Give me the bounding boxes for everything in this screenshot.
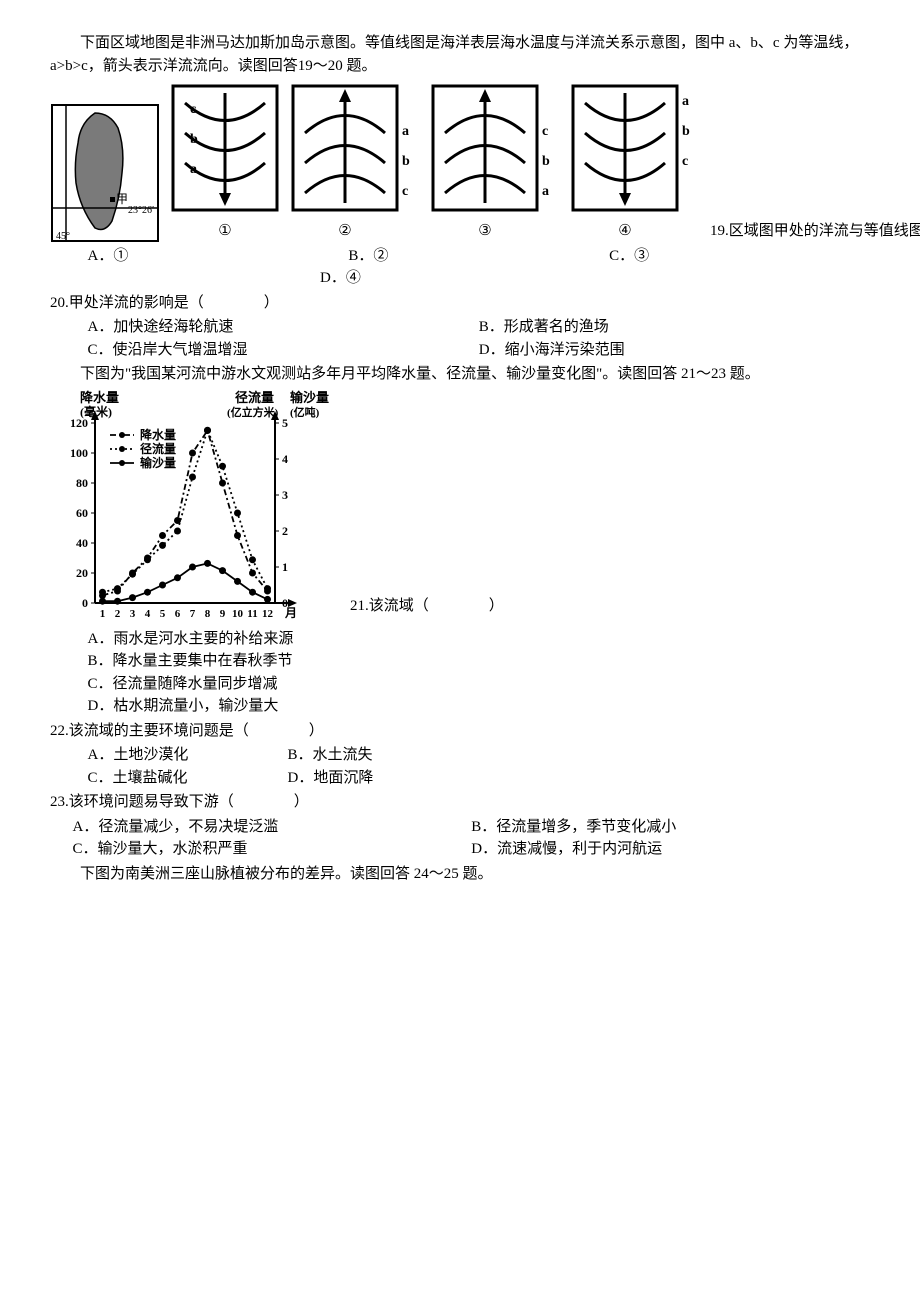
svg-text:c: c — [542, 124, 548, 139]
q20-options-row1: A．加快途经海轮航速 B．形成著名的渔场 — [88, 316, 871, 339]
q23-row1: A．径流量减少，不易决堤泛滥 B．径流量增多，季节变化减小 — [73, 816, 871, 839]
svg-text:a: a — [190, 162, 197, 177]
q20-options-row2: C．使沿岸大气增温增湿 D．缩小海洋污染范围 — [88, 339, 871, 362]
svg-text:2: 2 — [115, 608, 121, 620]
svg-text:7: 7 — [190, 608, 196, 620]
q20-opt-d[interactable]: D．缩小海洋污染范围 — [479, 339, 870, 362]
q23-opt-b[interactable]: B．径流量增多，季节变化减小 — [471, 816, 870, 839]
q22-row2: C．土壤盐碱化 D．地面沉降 — [88, 767, 488, 790]
svg-text:1: 1 — [282, 560, 288, 574]
q21-options: A．雨水是河水主要的补给来源 B．降水量主要集中在春秋季节 C．径流量随降水量同… — [88, 628, 871, 718]
svg-text:40: 40 — [76, 536, 88, 550]
q22-opt-b[interactable]: B．水土流失 — [288, 744, 488, 767]
svg-text:a: a — [542, 184, 549, 199]
q20-opt-b[interactable]: B．形成著名的渔场 — [479, 316, 870, 339]
svg-text:a: a — [402, 124, 409, 139]
diagram-panel-3: c b a ③ — [430, 83, 560, 243]
svg-text:b: b — [402, 154, 410, 169]
q23-opt-c[interactable]: C．输沙量大，水淤积严重 — [73, 838, 472, 861]
svg-text:径流量: 径流量 — [140, 441, 176, 456]
q23-opt-a[interactable]: A．径流量减少，不易决堤泛滥 — [73, 816, 472, 839]
svg-text:6: 6 — [175, 608, 181, 620]
q19-stem-inline: 19.区域图甲处的洋流与等值线图中①、②、③、④所示的洋流相符合的是（ ） — [710, 220, 920, 243]
svg-text:60: 60 — [76, 506, 88, 520]
svg-text:(毫米): (毫米) — [80, 404, 112, 419]
q19-opt-b[interactable]: B．② — [348, 245, 609, 268]
q19-opt-c[interactable]: C．③ — [609, 245, 870, 268]
svg-text:0: 0 — [82, 596, 88, 610]
map-lat-label: 23°26′ — [128, 205, 154, 216]
diagram-panel-1: c b a ① — [170, 83, 280, 243]
svg-text:5: 5 — [282, 416, 288, 430]
svg-text:c: c — [190, 102, 196, 117]
diagram-panel-2: a b c ② — [290, 83, 420, 243]
svg-text:3: 3 — [282, 488, 288, 502]
svg-text:b: b — [682, 124, 690, 139]
q22-stem: 22.该流域的主要环境问题是（ ） — [50, 720, 870, 743]
svg-text:3: 3 — [130, 608, 136, 620]
svg-text:80: 80 — [76, 476, 88, 490]
q23-row2: C．输沙量大，水淤积严重 D．流速减慢，利于内河航运 — [73, 838, 871, 861]
q22-opt-c[interactable]: C．土壤盐碱化 — [88, 767, 288, 790]
svg-text:月: 月 — [284, 606, 297, 620]
q21-opt-c[interactable]: C．径流量随降水量同步增减 — [88, 673, 871, 696]
panel-label: ④ — [570, 220, 680, 243]
q22-opt-d[interactable]: D．地面沉降 — [288, 767, 488, 790]
svg-text:c: c — [402, 184, 408, 199]
svg-text:4: 4 — [282, 452, 288, 466]
svg-text:10: 10 — [232, 608, 244, 620]
q19-opt-a[interactable]: A．① — [88, 245, 349, 268]
q22-opt-a[interactable]: A．土地沙漠化 — [88, 744, 288, 767]
svg-text:降水量: 降水量 — [80, 390, 119, 405]
intro-21-23: 下图为"我国某河流中游水文观测站多年月平均降水量、径流量、输沙量变化图"。读图回… — [50, 363, 870, 386]
svg-text:降水量: 降水量 — [140, 427, 176, 442]
svg-text:c: c — [682, 154, 688, 169]
svg-text:输沙量: 输沙量 — [140, 455, 176, 470]
hydrology-chart: 020406080100120012345123456789101112月降水量… — [50, 388, 350, 628]
intro-19-20: 下面区域地图是非洲马达加斯加岛示意图。等值线图是海洋表层海水温度与洋流关系示意图… — [50, 32, 870, 77]
q19-options: A．① B．② C．③ — [88, 245, 871, 268]
q21-opt-a[interactable]: A．雨水是河水主要的补给来源 — [88, 628, 871, 651]
q20-opt-a[interactable]: A．加快途经海轮航速 — [88, 316, 479, 339]
svg-text:输沙量: 输沙量 — [290, 390, 329, 405]
svg-text:20: 20 — [76, 566, 88, 580]
q21-stem: 21.该流域（ ） — [350, 595, 504, 628]
figure-row-1: 甲 23°26′ 45° c b a ① a — [50, 83, 870, 243]
intro-24-25: 下图为南美洲三座山脉植被分布的差异。读图回答 24～25 题。 — [50, 863, 870, 886]
svg-text:b: b — [190, 132, 198, 147]
panel-label: ① — [170, 220, 280, 243]
svg-text:12: 12 — [262, 608, 274, 620]
svg-text:径流量: 径流量 — [235, 390, 274, 405]
map-marker-label: 甲 — [116, 192, 128, 206]
q20-opt-c[interactable]: C．使沿岸大气增温增湿 — [88, 339, 479, 362]
svg-text:9: 9 — [220, 608, 226, 620]
svg-text:100: 100 — [70, 446, 88, 460]
q21-opt-b[interactable]: B．降水量主要集中在春秋季节 — [88, 650, 871, 673]
q23-stem: 23.该环境问题易导致下游（ ） — [50, 791, 870, 814]
q23-opt-d[interactable]: D．流速减慢，利于内河航运 — [471, 838, 870, 861]
q20-stem: 20.甲处洋流的影响是（ ） — [50, 292, 870, 315]
map-madagascar: 甲 23°26′ 45° — [50, 103, 160, 243]
svg-text:8: 8 — [205, 608, 211, 620]
svg-text:(亿吨): (亿吨) — [290, 405, 320, 419]
svg-text:5: 5 — [160, 608, 166, 620]
svg-text:a: a — [682, 94, 689, 109]
diagram-panel-4: a b c ④ — [570, 83, 700, 243]
svg-text:11: 11 — [247, 608, 257, 620]
map-lon-label: 45° — [56, 231, 70, 242]
svg-text:4: 4 — [145, 608, 151, 620]
panel-label: ③ — [430, 220, 540, 243]
svg-text:1: 1 — [100, 608, 106, 620]
panel-label: ② — [290, 220, 400, 243]
svg-text:(亿立方米): (亿立方米) — [227, 405, 279, 419]
svg-text:2: 2 — [282, 524, 288, 538]
q21-opt-d[interactable]: D．枯水期流量小，输沙量大 — [88, 695, 871, 718]
q19-opt-d[interactable]: D．④ — [320, 267, 870, 290]
svg-text:b: b — [542, 154, 550, 169]
q22-row1: A．土地沙漠化 B．水土流失 — [88, 744, 488, 767]
